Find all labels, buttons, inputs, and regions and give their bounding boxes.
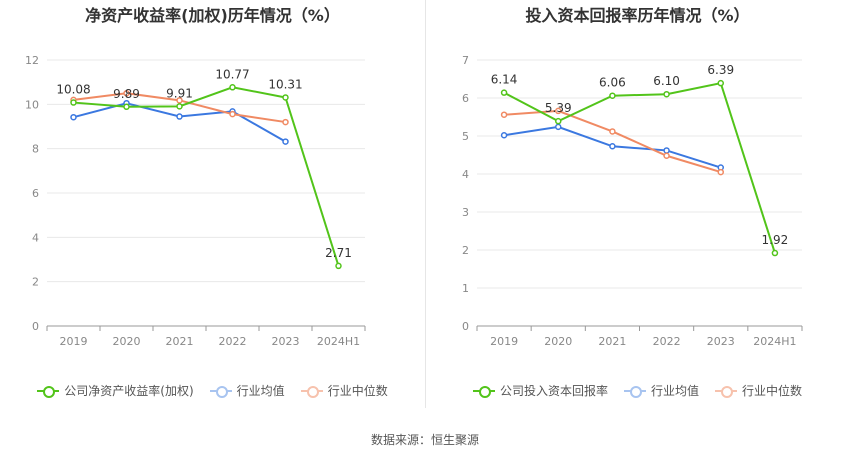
data-label: 6.10 (653, 74, 680, 88)
chart-legend: 公司净资产收益率(加权) 行业均值 行业中位数 (0, 382, 425, 399)
y-tick-label: 12 (25, 54, 39, 67)
data-point (229, 110, 236, 118)
x-tick-label: 2023 (707, 335, 735, 348)
legend-marker-icon (37, 385, 60, 398)
data-point (176, 103, 183, 110)
legend-label: 行业中位数 (742, 384, 803, 398)
data-point (282, 94, 289, 101)
y-tick-label: 0 (32, 320, 39, 333)
chart-title: 净资产收益率(加权)历年情况（%） (85, 6, 340, 25)
data-label: 9.89 (113, 87, 140, 101)
x-tick-label: 2024H1 (753, 335, 796, 348)
y-tick-label: 6 (462, 92, 469, 105)
x-tick-label: 2021 (166, 335, 194, 348)
data-point (176, 113, 183, 120)
data-point (771, 249, 779, 257)
series-line (503, 82, 776, 254)
data-label: 6.14 (491, 73, 518, 87)
legend-item-company-roic[interactable]: 公司投入资本回报率 (472, 382, 608, 399)
x-tick-label: 2019 (490, 335, 518, 348)
data-point (663, 90, 670, 98)
x-tick-label: 2021 (598, 335, 626, 348)
y-tick-label: 5 (462, 130, 469, 143)
data-point (176, 97, 183, 104)
data-point (717, 168, 724, 176)
y-tick-label: 2 (462, 244, 469, 257)
legend-label: 行业均值 (650, 384, 699, 398)
legend-item-industry-mean[interactable]: 行业均值 (209, 382, 285, 399)
data-point (229, 84, 236, 91)
legend-marker-icon (300, 385, 323, 398)
y-tick-label: 6 (32, 187, 39, 200)
data-point (663, 152, 670, 160)
y-tick-label: 7 (462, 54, 469, 67)
y-tick-label: 4 (32, 231, 39, 244)
data-point (500, 89, 508, 96)
legend-marker-icon (209, 385, 232, 398)
data-point (609, 143, 616, 150)
data-label: 6.06 (599, 76, 626, 90)
x-tick-label: 2022 (219, 335, 247, 348)
data-point (555, 123, 562, 131)
legend-item-industry-mean[interactable]: 行业均值 (623, 382, 699, 399)
data-point (663, 147, 670, 154)
x-tick-label: 2023 (272, 335, 300, 348)
y-tick-label: 10 (25, 98, 39, 111)
data-label: 9.91 (166, 86, 193, 100)
y-tick-label: 8 (32, 143, 39, 156)
data-point (555, 117, 562, 125)
chart-title: 投入资本回报率历年情况（%） (525, 6, 750, 25)
data-point (717, 79, 724, 87)
data-point (123, 90, 130, 97)
series-line (73, 86, 340, 267)
chart-panel-roe: 净资产收益率(加权)历年情况（%） 0 2 4 6 8 10 12 2019 2020 2021 2… (0, 0, 425, 410)
legend-marker-icon (715, 385, 737, 398)
data-point (70, 99, 77, 106)
data-label: 10.31 (268, 77, 302, 91)
data-label: 10.08 (56, 83, 90, 97)
data-label: 10.77 (215, 67, 249, 81)
data-label: 2.71 (325, 246, 352, 260)
data-point (609, 92, 616, 99)
series-line (504, 109, 722, 174)
data-point (500, 111, 508, 118)
legend-item-industry-median[interactable]: 行业中位数 (300, 382, 388, 399)
y-tick-label: 3 (462, 206, 469, 219)
data-point (555, 107, 562, 115)
data-point (282, 138, 289, 145)
x-tick-label: 2024H1 (317, 335, 360, 348)
legend-label: 行业中位数 (327, 384, 388, 398)
x-tick-label: 2022 (653, 335, 681, 348)
legend-item-industry-median[interactable]: 行业中位数 (715, 382, 802, 399)
chart-plot-roic: 0 1 2 3 4 5 6 7 2019 2020 2021 2022 2023 2024H1 6.14 5.… (462, 54, 803, 348)
data-point (123, 103, 130, 111)
data-label: 1.92 (762, 233, 789, 247)
x-tick-label: 2020 (544, 335, 572, 348)
y-tick-label: 4 (462, 168, 469, 181)
chart-plot-roe: 0 2 4 6 8 10 12 2019 2020 2021 2022 2023 2024H1 10.08… (25, 54, 366, 348)
y-tick-label: 1 (462, 282, 469, 295)
data-source-note: 数据来源：恒生聚源 (370, 433, 479, 447)
chart-legend: 公司投入资本回报率 行业均值 行业中位数 (425, 382, 850, 399)
y-tick-label: 2 (32, 276, 39, 289)
x-tick-label: 2019 (60, 335, 88, 348)
x-tick-label: 2020 (113, 335, 141, 348)
legend-marker-icon (623, 385, 646, 398)
legend-label: 公司投入资本回报率 (499, 384, 608, 398)
y-tick-label: 0 (462, 320, 469, 333)
data-label: 6.39 (707, 63, 734, 77)
data-point (335, 262, 342, 270)
legend-label: 公司净资产收益率(加权) (64, 384, 194, 398)
legend-item-company-roe[interactable]: 公司净资产收益率(加权) (37, 382, 194, 399)
data-point (500, 131, 508, 139)
data-point (282, 118, 289, 126)
chart-panel-roic: 投入资本回报率历年情况（%） 0 1 2 3 4 5 6 7 2019 2020 2021 2022 2… (425, 0, 850, 410)
data-point (70, 113, 77, 121)
data-point (609, 128, 616, 135)
legend-label: 行业均值 (236, 384, 285, 398)
data-label: 5.39 (545, 101, 572, 115)
legend-marker-icon (472, 385, 495, 398)
panel-divider (425, 0, 426, 408)
